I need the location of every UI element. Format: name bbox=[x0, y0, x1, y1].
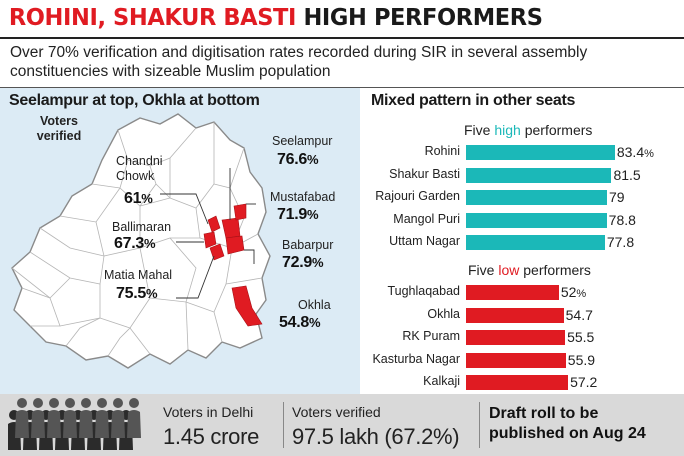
bar-value-label: 79 bbox=[609, 189, 625, 206]
bar-value-label: 55.9 bbox=[567, 351, 596, 368]
footer-verified-label: Voters verified bbox=[292, 404, 381, 420]
category-label: Rajouri Garden bbox=[375, 189, 460, 204]
footer-delhi-value: 1.45 crore bbox=[163, 424, 260, 449]
headline: ROHINI, SHAKUR BASTI HIGH PERFORMERS bbox=[0, 0, 670, 38]
bar bbox=[466, 145, 615, 160]
category-label: Uttam Nagar bbox=[389, 234, 460, 249]
person-body bbox=[127, 410, 141, 438]
value-matia-mahal: 75.5% bbox=[116, 285, 158, 302]
map-legend: Voters verified bbox=[36, 114, 82, 143]
map-title: Seelampur at top, Okhla at bottom bbox=[9, 92, 260, 109]
person-body bbox=[15, 410, 29, 438]
bar bbox=[466, 330, 566, 346]
constituency-boundaries bbox=[11, 122, 263, 357]
person-head bbox=[17, 398, 27, 408]
bar bbox=[466, 375, 569, 391]
bar-value-label: 83.4% bbox=[616, 144, 654, 160]
leader-lines bbox=[160, 168, 256, 299]
label-matia-mahal: Matia Mahal bbox=[104, 268, 173, 282]
person-body bbox=[111, 410, 125, 438]
area-matia-mahal bbox=[209, 243, 225, 261]
value-mustafabad: 71.9% bbox=[277, 206, 319, 223]
bar bbox=[466, 307, 564, 323]
person-head bbox=[81, 398, 91, 408]
headline-red: ROHINI, SHAKUR BASTI bbox=[8, 5, 297, 31]
bar-value-label: 54.7 bbox=[565, 306, 593, 323]
person-head bbox=[113, 398, 123, 408]
category-label: Okhla bbox=[427, 306, 460, 321]
bar bbox=[466, 190, 607, 206]
label-chandni-chowk: Chandni Chowk bbox=[116, 154, 163, 183]
footer-note: Draft roll to be published on Aug 24 bbox=[489, 405, 646, 442]
value-chandni-chowk: 61% bbox=[124, 190, 153, 207]
headline-black: HIGH PERFORMERS bbox=[303, 5, 543, 31]
label-babarpur: Babarpur bbox=[282, 238, 334, 252]
person-head bbox=[129, 398, 139, 408]
subtitle: Over 70% verification and digitisation r… bbox=[10, 44, 588, 80]
bar bbox=[466, 212, 607, 228]
person-body bbox=[47, 410, 61, 438]
headline-rule bbox=[0, 37, 684, 39]
value-seelampur: 76.6% bbox=[277, 151, 319, 168]
group-title-low: Five low performers bbox=[468, 262, 591, 278]
label-mustafabad: Mustafabad bbox=[270, 190, 336, 204]
area-ballimaran bbox=[203, 231, 217, 249]
footer-verified-value: 97.5 lakh (67.2%) bbox=[292, 424, 460, 449]
section-rule bbox=[0, 87, 684, 88]
value-okhla: 54.8% bbox=[279, 314, 321, 331]
person-head bbox=[65, 398, 75, 408]
bar bbox=[466, 235, 605, 251]
label-seelampur: Seelampur bbox=[272, 134, 333, 148]
bar-value-label: 57.2 bbox=[570, 374, 598, 391]
person-body bbox=[63, 410, 77, 438]
person-body bbox=[95, 410, 109, 438]
delhi-outline bbox=[11, 113, 271, 369]
bar-value-label: 52% bbox=[560, 284, 587, 300]
area-chandni-chowk bbox=[207, 215, 221, 233]
label-okhla: Okhla bbox=[298, 298, 331, 312]
bar-value-label: 55.5 bbox=[567, 329, 595, 346]
person-head bbox=[33, 398, 43, 408]
delhi-map bbox=[11, 113, 271, 369]
bar-value-label: 78.8 bbox=[608, 211, 636, 228]
category-label: RK Puram bbox=[402, 329, 460, 344]
bar bbox=[466, 167, 612, 183]
person-head bbox=[97, 398, 107, 408]
category-label: Tughlaqabad bbox=[387, 284, 460, 298]
highlighted-constituencies bbox=[203, 203, 263, 327]
person-body bbox=[31, 410, 45, 438]
label-ballimaran: Ballimaran bbox=[112, 220, 172, 234]
area-mustafabad bbox=[233, 203, 247, 221]
person-head bbox=[49, 398, 59, 408]
category-label: Shakur Basti bbox=[389, 166, 460, 181]
bar bbox=[466, 285, 559, 300]
footer-delhi-label: Voters in Delhi bbox=[163, 404, 254, 420]
group-title-high: Five high performers bbox=[464, 122, 593, 138]
bar-value-label: 77.8 bbox=[606, 234, 635, 251]
footer-separator-1 bbox=[283, 402, 284, 448]
footer-separator-2 bbox=[479, 402, 480, 448]
bar-value-label: 81.5 bbox=[613, 166, 641, 183]
people-crowd-icon bbox=[8, 398, 141, 450]
person-body bbox=[79, 410, 93, 438]
value-ballimaran: 67.3% bbox=[114, 235, 156, 252]
chart-title: Mixed pattern in other seats bbox=[371, 92, 576, 109]
category-label: Kalkaji bbox=[423, 374, 460, 389]
bar bbox=[466, 352, 566, 368]
area-okhla bbox=[231, 285, 263, 327]
value-babarpur: 72.9% bbox=[282, 254, 324, 271]
category-label: Mangol Puri bbox=[393, 211, 460, 226]
category-label: Rohini bbox=[424, 144, 460, 158]
category-label: Kasturba Nagar bbox=[372, 351, 460, 366]
